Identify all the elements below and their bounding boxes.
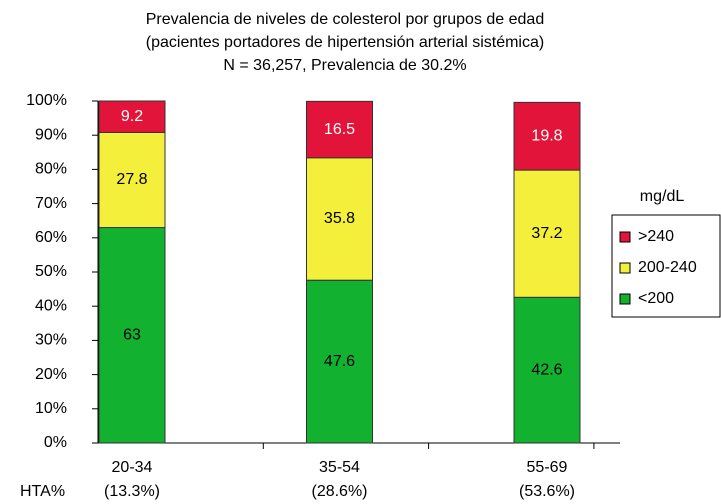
- data-label: 35.8: [324, 210, 355, 227]
- x-tick-sublabel: (53.6%): [519, 483, 575, 500]
- y-tick-label: 70%: [35, 195, 67, 212]
- x-tick-sublabel: (28.6%): [311, 483, 367, 500]
- data-label: 42.6: [531, 361, 562, 378]
- y-tick-label: 40%: [35, 297, 67, 314]
- x-tick-label: 55-69: [527, 459, 568, 476]
- bar-segment: [306, 279, 373, 444]
- legend-label: <200: [638, 290, 674, 307]
- legend-label: 200-240: [638, 259, 697, 276]
- x-tick-label: 20-34: [112, 459, 153, 476]
- y-tick-label: 90%: [35, 126, 67, 143]
- bar-segment: [98, 227, 166, 444]
- bar-segment: [98, 100, 166, 133]
- data-label: 47.6: [324, 353, 355, 370]
- legend-swatch: [619, 293, 631, 305]
- y-tick-label: 0%: [44, 434, 67, 451]
- x-tick-label: 35-54: [319, 459, 360, 476]
- bar-segment: [513, 296, 581, 444]
- legend-swatch: [619, 262, 631, 274]
- data-label: 63: [123, 326, 141, 343]
- x-tick-sublabel: (13.3%): [104, 483, 160, 500]
- y-tick-label: 80%: [35, 161, 67, 178]
- data-label: 9.2: [121, 108, 143, 125]
- chart-subtitle: (pacientes portadores de hipertensión ar…: [146, 34, 544, 51]
- bar-segment: [306, 100, 373, 159]
- legend-title: mg/dL: [640, 188, 685, 205]
- y-tick-label: 50%: [35, 263, 67, 280]
- x-axis-label: HTA%: [20, 483, 65, 500]
- bar-segment: [306, 157, 373, 281]
- y-tick-label: 30%: [35, 332, 67, 349]
- y-tick-label: 10%: [35, 400, 67, 417]
- data-label: 27.8: [116, 171, 147, 188]
- legend-label: >240: [638, 228, 674, 245]
- legend-swatch: [619, 231, 631, 243]
- bar-segment: [513, 169, 581, 298]
- chart-note: N = 36,257, Prevalencia de 30.2%: [223, 57, 466, 74]
- chart-title: Prevalencia de niveles de colesterol por…: [146, 11, 544, 28]
- y-tick-label: 20%: [35, 366, 67, 383]
- y-tick-label: 100%: [26, 92, 67, 109]
- bar-segment: [513, 101, 581, 171]
- data-label: 19.8: [531, 127, 562, 144]
- data-label: 16.5: [324, 121, 355, 138]
- bar-segment: [98, 131, 166, 229]
- data-label: 37.2: [531, 225, 562, 242]
- y-tick-label: 60%: [35, 229, 67, 246]
